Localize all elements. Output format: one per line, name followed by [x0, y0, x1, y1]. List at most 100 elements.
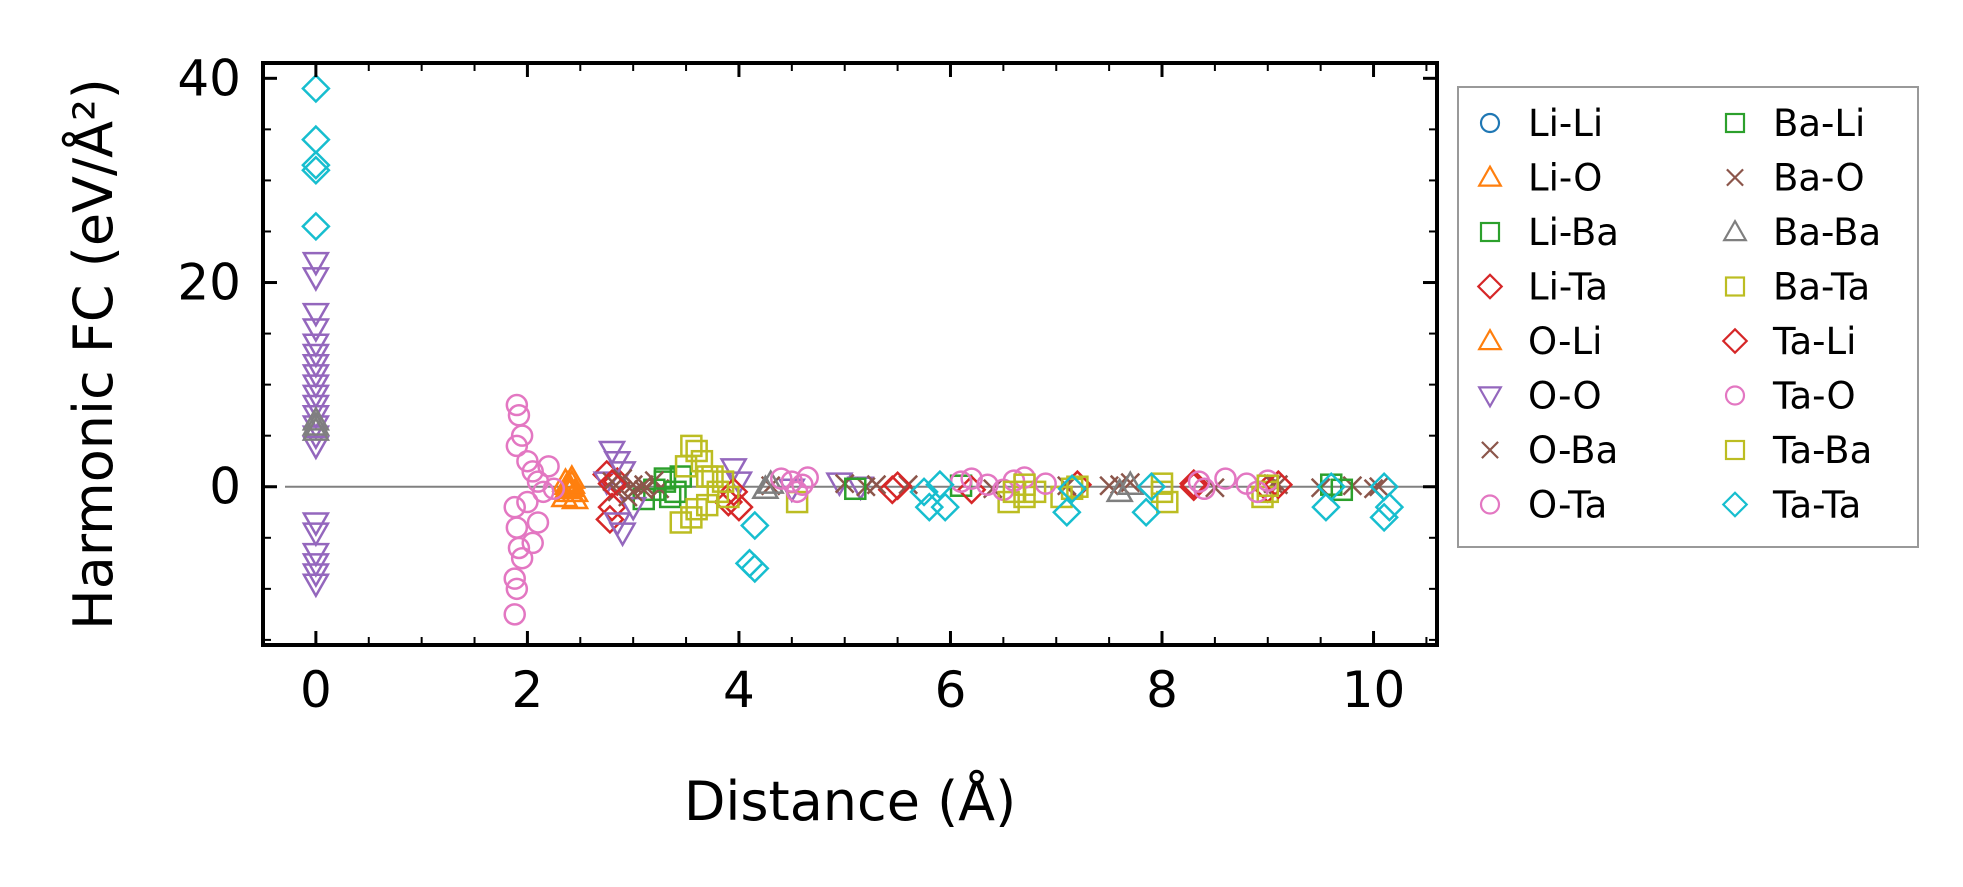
data-point	[1052, 497, 1082, 528]
y-tick-label: 0	[209, 458, 241, 516]
data-point	[301, 405, 331, 431]
legend-label: O-Li	[1528, 320, 1602, 363]
data-point	[653, 467, 677, 490]
data-point	[503, 495, 526, 519]
legend-marker	[1479, 112, 1501, 134]
legend-marker	[1477, 386, 1503, 409]
series-o-o	[301, 251, 875, 599]
legend-label: O-Ta	[1528, 484, 1607, 527]
data-point	[740, 553, 770, 584]
data-point	[301, 416, 331, 441]
legend-marker	[1724, 276, 1746, 297]
data-point	[537, 455, 560, 478]
legend-label: Li-Li	[1528, 102, 1603, 145]
data-point	[719, 458, 748, 483]
legend-marker	[1724, 439, 1746, 461]
legend-label: Ta-Ba	[1772, 429, 1872, 472]
data-point	[756, 469, 785, 494]
data-point	[1187, 470, 1211, 493]
data-point	[1311, 492, 1341, 522]
data-point	[909, 477, 939, 507]
legend-item: Li-Li	[1479, 102, 1603, 145]
axis-ticks	[263, 63, 1437, 645]
data-point	[612, 468, 633, 489]
legend-label: O-O	[1528, 375, 1602, 418]
data-point	[619, 496, 648, 522]
legend-marker	[1722, 218, 1748, 242]
data-point	[623, 481, 644, 502]
data-point	[301, 150, 331, 180]
plot-frame	[261, 61, 1439, 647]
legend-marker	[1724, 112, 1746, 134]
data-point	[301, 318, 331, 343]
data-point	[301, 267, 331, 292]
legend-item: Ba-Ba	[1722, 211, 1881, 254]
data-point	[301, 410, 331, 436]
data-point	[301, 302, 331, 328]
data-point	[718, 477, 749, 507]
data-point	[740, 510, 770, 541]
legend-label: Li-Ta	[1528, 266, 1608, 309]
data-point	[690, 449, 714, 473]
legend-label: Ta-O	[1772, 375, 1856, 418]
data-point	[1214, 467, 1237, 490]
data-point	[542, 477, 566, 501]
series-ta-ta	[301, 73, 1405, 584]
data-point	[796, 466, 819, 489]
legend-label: Ba-O	[1773, 157, 1865, 200]
legend-item: Ta-Li	[1721, 320, 1856, 363]
legend-label: Ba-Ta	[1773, 266, 1870, 309]
data-point	[785, 480, 809, 504]
data-point	[301, 573, 331, 599]
legend-item: Li-Ba	[1479, 211, 1619, 254]
legend-marker	[1477, 164, 1503, 187]
legend-label: Ta-Li	[1772, 320, 1856, 363]
data-point	[301, 251, 331, 277]
legend-marker	[1477, 327, 1503, 351]
data-point	[505, 577, 529, 601]
data-point	[505, 393, 529, 417]
data-point	[526, 511, 550, 534]
data-point	[844, 477, 867, 501]
data-point	[1193, 477, 1216, 501]
legend-item: Ta-Ta	[1721, 484, 1861, 527]
legend: Li-Li Li-O Li-Ba Li-Ta O-Li O-O O-Ba O-Ta Ba-Li B…	[1457, 86, 1919, 548]
y-tick-label: 20	[177, 254, 241, 312]
data-point	[770, 467, 793, 490]
x-tick-label: 2	[512, 661, 544, 719]
data-point	[930, 492, 960, 522]
data-point	[1099, 475, 1120, 496]
legend-label: Li-Ba	[1528, 211, 1619, 254]
data-point	[680, 506, 703, 529]
legend-label: Li-O	[1528, 157, 1602, 200]
legend-item: Ba-Ta	[1724, 266, 1870, 309]
y-tick-label: 40	[177, 49, 241, 107]
legend-marker	[1481, 441, 1499, 459]
data-point	[301, 435, 331, 461]
data-point	[608, 522, 637, 548]
data-point	[1178, 471, 1209, 502]
legend-marker	[1724, 385, 1746, 406]
series-ba-ba	[301, 405, 1145, 503]
data-point	[1060, 477, 1084, 501]
data-points-layer	[301, 73, 1405, 626]
x-tick-label: 10	[1342, 661, 1406, 719]
legend-marker	[1721, 491, 1749, 518]
legend-item: Ba-O	[1726, 157, 1865, 200]
x-tick-label: 6	[935, 661, 967, 719]
legend-marker	[1726, 168, 1744, 187]
data-point	[507, 536, 531, 560]
data-point	[1316, 471, 1347, 502]
legend-item: Li-O	[1477, 157, 1602, 200]
data-point	[510, 546, 534, 570]
data-point	[1057, 474, 1087, 504]
x-tick-label: 8	[1146, 661, 1178, 719]
data-point	[301, 155, 331, 185]
data-point	[560, 477, 590, 503]
x-tick-label: 4	[723, 661, 755, 719]
data-point	[301, 522, 331, 548]
legend-item: O-Ba	[1481, 429, 1618, 472]
data-point	[1156, 490, 1179, 514]
legend-item: O-Li	[1477, 320, 1602, 363]
axis-tick-labels: 0 2 4 6 8 10 0 20 40	[177, 49, 1405, 719]
